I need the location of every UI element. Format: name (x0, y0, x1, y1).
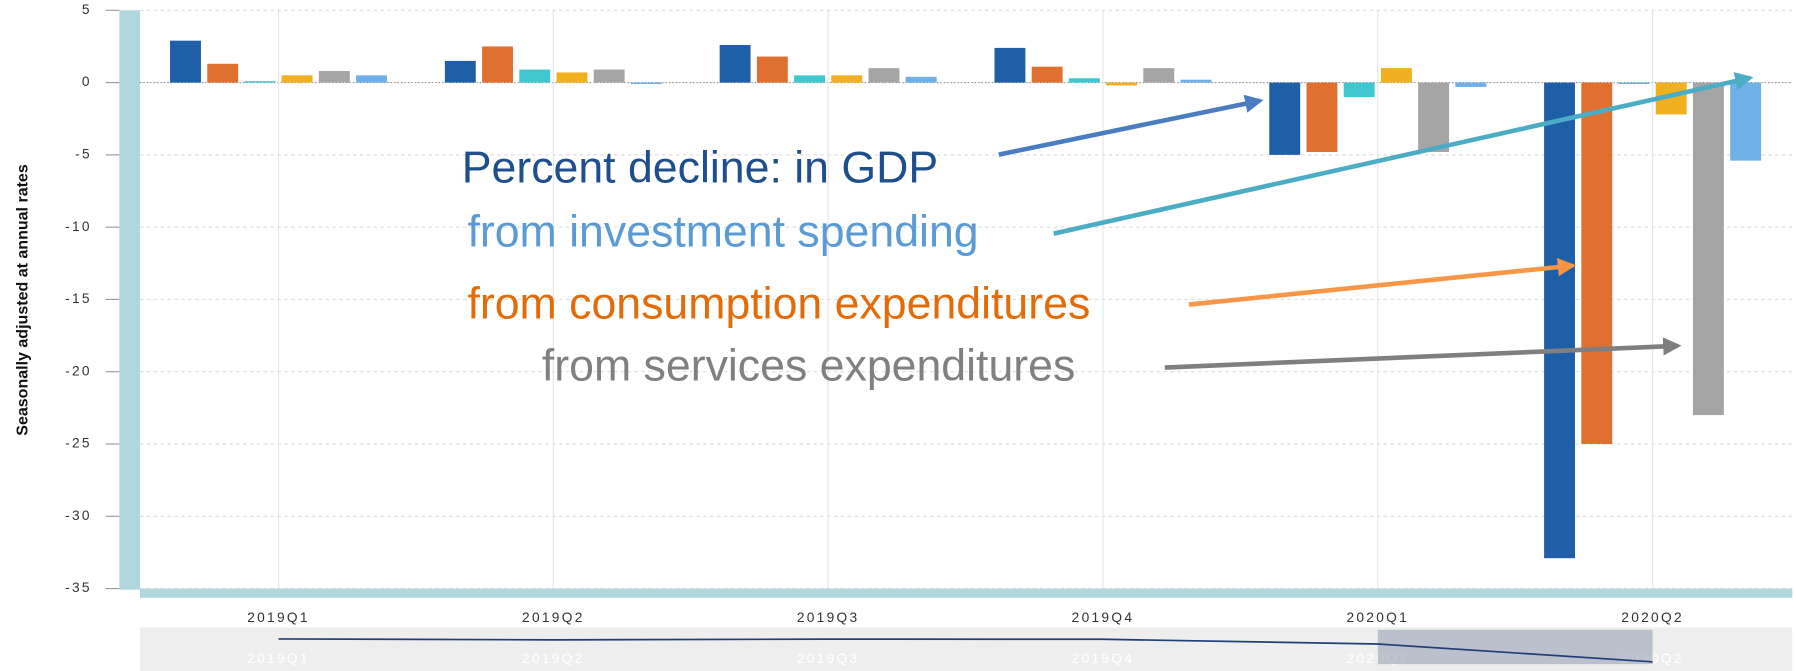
bar (482, 46, 513, 83)
bar (630, 82, 662, 85)
bar (1180, 79, 1212, 83)
bar (1581, 82, 1613, 444)
y-axis-label: Seasonally adjusted at annual rates (13, 164, 31, 436)
annotation: from consumption expenditures (467, 280, 1090, 329)
bar (1544, 82, 1576, 559)
bar (318, 71, 350, 83)
arrow (1188, 258, 1577, 307)
x-tick-label: 2020Q2 (1621, 610, 1684, 625)
bar (1618, 82, 1650, 85)
bar (1269, 82, 1301, 155)
bar (1418, 82, 1450, 152)
annotation: from services expenditures (542, 342, 1075, 391)
annotation-arrows (998, 72, 1754, 370)
bar (207, 63, 239, 83)
y-tick-label: 5 (82, 2, 92, 17)
navigator-line (278, 638, 1653, 663)
navigator-label: 2019Q3 (797, 651, 860, 666)
annotation: from investment spending (467, 208, 978, 257)
annotation: Percent decline: in GDP (462, 143, 938, 192)
bar (1306, 82, 1338, 152)
navigator-label: 2019Q4 (1072, 651, 1135, 666)
arrow (1164, 337, 1682, 370)
bar (281, 75, 313, 83)
y-tick-label: -20 (65, 363, 92, 378)
y-tick-label: -10 (65, 219, 92, 234)
navigator-label: 2019Q1 (247, 651, 310, 666)
bar (244, 81, 276, 83)
bar (831, 75, 863, 83)
y-axis-bar (119, 10, 140, 590)
y-tick-label: -5 (75, 146, 92, 161)
bar (1730, 82, 1762, 161)
bar (756, 56, 788, 83)
x-tick-label: 2019Q1 (247, 610, 310, 625)
bar (170, 40, 201, 83)
bar (868, 68, 900, 83)
bar (1068, 78, 1100, 83)
bar (519, 69, 551, 83)
x-tick-label: 2019Q2 (522, 610, 585, 625)
arrow (998, 94, 1264, 157)
bar (1455, 82, 1487, 87)
bar (356, 75, 388, 83)
bar (794, 75, 826, 83)
bar (1343, 82, 1375, 98)
y-tick-label: 0 (82, 74, 92, 89)
bar (593, 69, 625, 83)
navigator-label: 2019Q2 (522, 651, 585, 666)
bar (1380, 68, 1412, 83)
y-tick-label: -30 (65, 508, 92, 523)
x-tick-label: 2019Q3 (797, 610, 860, 625)
bar (1031, 66, 1063, 83)
bar (905, 76, 937, 83)
bar (1106, 82, 1138, 86)
y-tick-label: -25 (65, 436, 92, 451)
bar (1143, 68, 1175, 83)
y-tick-label: -35 (65, 580, 92, 595)
arrow (1053, 72, 1754, 236)
bar (1692, 82, 1724, 416)
bar (556, 72, 588, 83)
bar (444, 60, 476, 83)
y-tick-label: -15 (65, 291, 92, 306)
bar (719, 45, 751, 83)
bar (994, 47, 1026, 83)
x-axis-bar (139, 588, 1793, 598)
x-tick-label: 2019Q4 (1072, 610, 1135, 625)
x-tick-label: 2020Q1 (1346, 610, 1409, 625)
